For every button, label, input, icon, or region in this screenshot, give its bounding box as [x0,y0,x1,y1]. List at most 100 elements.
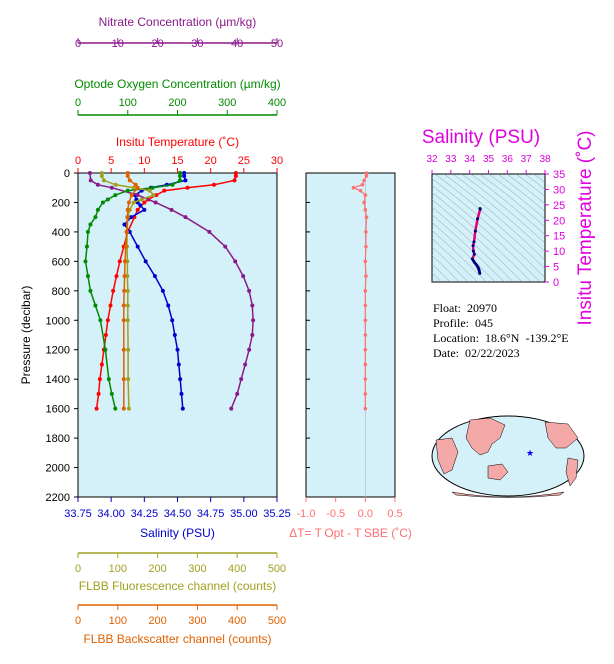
temperature-tick-label: 30 [271,155,283,167]
backscatter-point [121,318,126,323]
nitrate-point [241,274,246,279]
ts-point [473,229,477,233]
oxygen-point [170,182,175,187]
temperature-tick-label: 5 [108,155,114,167]
salinity-axis-title: Salinity (PSU) [140,526,215,540]
ts-point [478,207,482,211]
backscatter-tick-label: 300 [188,615,206,627]
salinity-tick-label: 35.00 [230,508,258,520]
salinity-point [160,288,165,293]
fluorescence-tick-label: 0 [75,563,81,575]
fluorescence-point [101,178,106,183]
ts-x-tick-label: 38 [539,154,551,165]
y-tick-label: 200 [52,197,70,209]
oxygen-point [85,229,90,234]
nitrate-point [207,229,212,234]
fluorescence-point [131,185,136,190]
temperature-point [103,333,108,337]
temperature-point [96,391,101,396]
density-contour [432,206,514,282]
y-tick-label: 1800 [46,433,70,445]
nitrate-point [153,200,158,205]
nitrate-point [229,406,234,411]
delta-t-point [364,171,369,175]
nitrate-point [183,215,188,220]
backscatter-point [125,207,130,212]
backscatter-point [133,182,138,187]
temperature-point [105,318,110,323]
ts-point [471,249,475,253]
salinity-point [182,173,187,178]
salinity-point [183,178,188,183]
temperature-point [135,207,140,212]
backscatter-point [122,274,127,279]
density-contour [533,174,545,183]
backscatter-tick-label: 500 [268,615,286,627]
main-axes-layer: 0200400600800100012001400160018002000220… [19,15,291,646]
land-asia [465,417,506,456]
delta-t-point [362,178,366,183]
oxygen-point [103,347,108,352]
land-north-america [544,421,579,449]
backscatter-tick-label: 200 [148,615,166,627]
oxygen-point [105,197,110,202]
ts-y-axis-label: Insitu Temperature (˚C) [575,131,596,326]
density-contour [479,174,545,228]
ts-layer: 32 33 34 35 36 37 38 0 5 10 15 20 25 30 35 Salinity (PS… [422,127,596,326]
oxygen-point [113,193,118,198]
float-location-marker: ★ [526,448,534,458]
temperature-axis-title: Insitu Temperature (˚C) [116,135,239,149]
density-contour [497,174,545,212]
delta-t-point [360,182,365,187]
fluorescence-tick-label: 400 [228,563,246,575]
nitrate-point [243,362,248,367]
oxygen-point [88,288,93,293]
salinity-point [175,347,180,352]
temperature-point [99,362,104,367]
density-contour [432,192,532,282]
ts-y-tick-label: 30 [553,184,565,196]
oxygen-point [85,274,90,279]
float-id: Float: 20970 [433,301,498,315]
nitrate-point [109,185,114,190]
salinity-point [180,406,185,411]
salinity-point [143,259,148,264]
delta-t-point [363,208,368,212]
backscatter-point [127,178,132,183]
nitrate-point [169,207,174,212]
land-australia [487,463,509,481]
delta-t-point [358,188,363,193]
location-readout: Location: 18.6°N -139.2°E [433,331,569,345]
fluorescence-point [131,200,136,205]
nitrate-point [250,303,255,308]
delta-t-x-tick-label: -0.5 [326,508,345,520]
fluorescence-point [126,406,131,411]
fluorescence-point [125,303,130,308]
delta-t-point [363,392,368,396]
ts-title: Salinity (PSU) [422,127,540,148]
fluorescence-point [125,318,130,323]
fluorescence-tick-label: 200 [148,563,166,575]
salinity-tick-label: 33.75 [64,508,92,520]
nitrate-axis-title: Nitrate Concentration (µm/kg) [99,15,257,29]
nitrate-point [223,244,228,249]
ts-y-tick-label: 35 [553,169,565,181]
ts-y-tick-label: 10 [553,246,565,258]
fluorescence-point [99,171,104,175]
y-tick-label: 600 [52,256,70,268]
delta-t-plot-area [305,172,396,498]
temperature-tick-label: 20 [205,155,217,167]
y-tick-label: 0 [64,168,70,180]
oxygen-point [177,171,182,175]
y-tick-label: 2000 [46,463,70,475]
ts-point [472,252,476,256]
oxygen-tick-label: 0 [75,97,81,109]
temperature-point [232,178,237,183]
fluorescence-point [151,193,156,198]
ts-x-tick-label: 32 [426,154,438,165]
oxygen-point [95,207,100,212]
land-africa [435,437,459,475]
delta-t-x-tick-label: 0.0 [358,508,373,520]
backscatter-point [122,288,127,293]
ts-x-tick-label: 34 [464,154,476,165]
